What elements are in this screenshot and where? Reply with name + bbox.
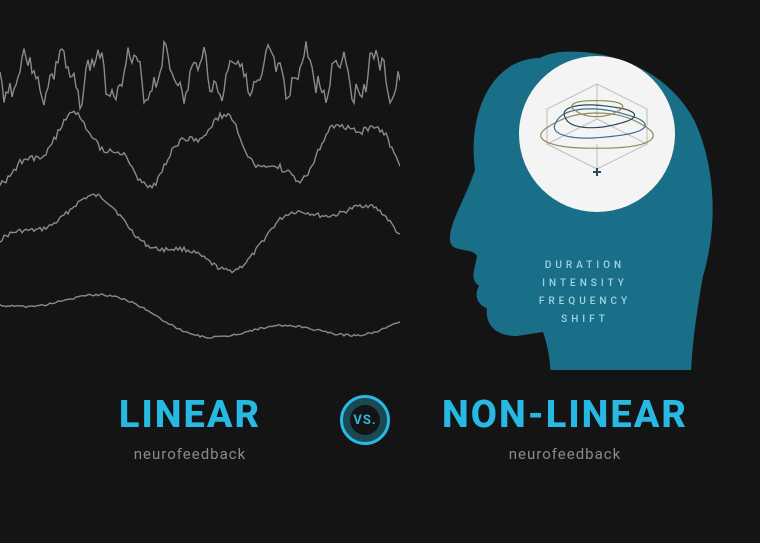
linear-waveforms xyxy=(0,20,390,360)
brain-circle xyxy=(519,56,675,212)
waveforms-svg xyxy=(0,20,400,360)
linear-title: LINEAR xyxy=(60,393,320,437)
head-word-frequency: FREQUENCY xyxy=(445,296,725,307)
head-word-intensity: INTENSITY xyxy=(445,278,725,289)
linear-subtitle: neurofeedback xyxy=(60,445,320,463)
vs-label: VS. xyxy=(353,413,376,428)
waveform-row-2 xyxy=(0,194,400,272)
head-word-shift: SHIFT xyxy=(445,314,725,325)
linear-title-block: LINEAR neurofeedback xyxy=(60,393,320,463)
head-diagram: DURATION INTENSITY FREQUENCY SHIFT xyxy=(445,30,725,370)
nonlinear-title: NON-LINEAR xyxy=(410,393,720,437)
vs-badge: VS. xyxy=(340,395,390,445)
head-word-duration: DURATION xyxy=(445,260,725,271)
nonlinear-subtitle: neurofeedback xyxy=(410,445,720,463)
nonlinear-title-block: NON-LINEAR neurofeedback xyxy=(410,393,720,463)
waveform-row-3 xyxy=(0,294,400,338)
waveform-row-0 xyxy=(0,41,400,108)
waveform-row-1 xyxy=(0,111,400,188)
